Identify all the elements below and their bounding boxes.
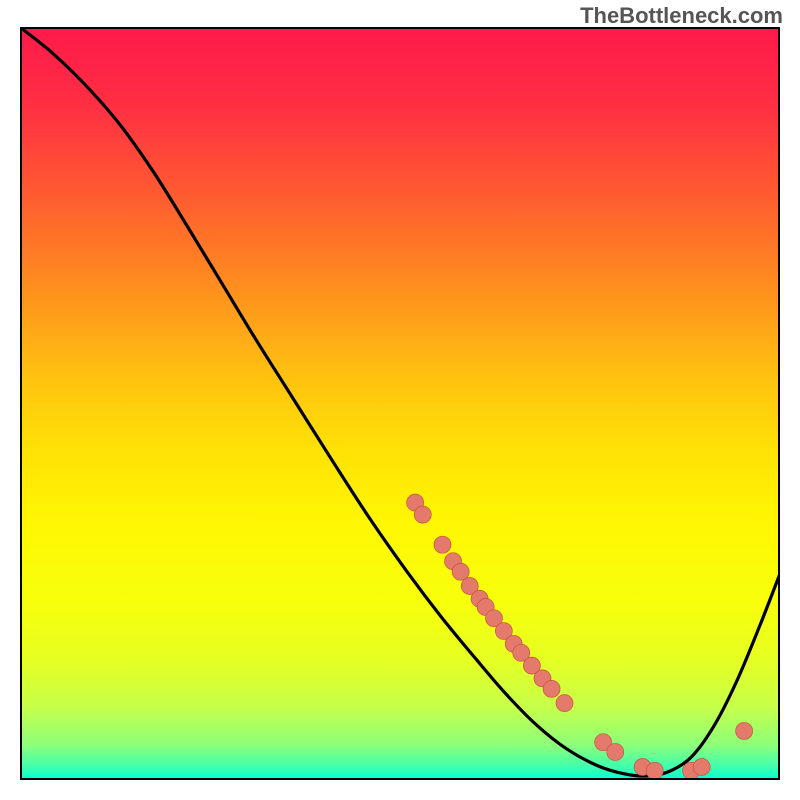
data-marker	[556, 695, 573, 712]
chart-svg	[0, 0, 800, 800]
watermark-text: TheBottleneck.com	[580, 3, 783, 29]
chart-container: TheBottleneck.com	[0, 0, 800, 800]
data-marker	[693, 758, 710, 775]
data-marker	[414, 506, 431, 523]
data-marker	[543, 680, 560, 697]
data-marker	[646, 762, 663, 779]
plot-background	[21, 28, 779, 779]
data-marker	[434, 536, 451, 553]
data-marker	[452, 563, 469, 580]
data-marker	[607, 743, 624, 760]
data-marker	[736, 722, 753, 739]
